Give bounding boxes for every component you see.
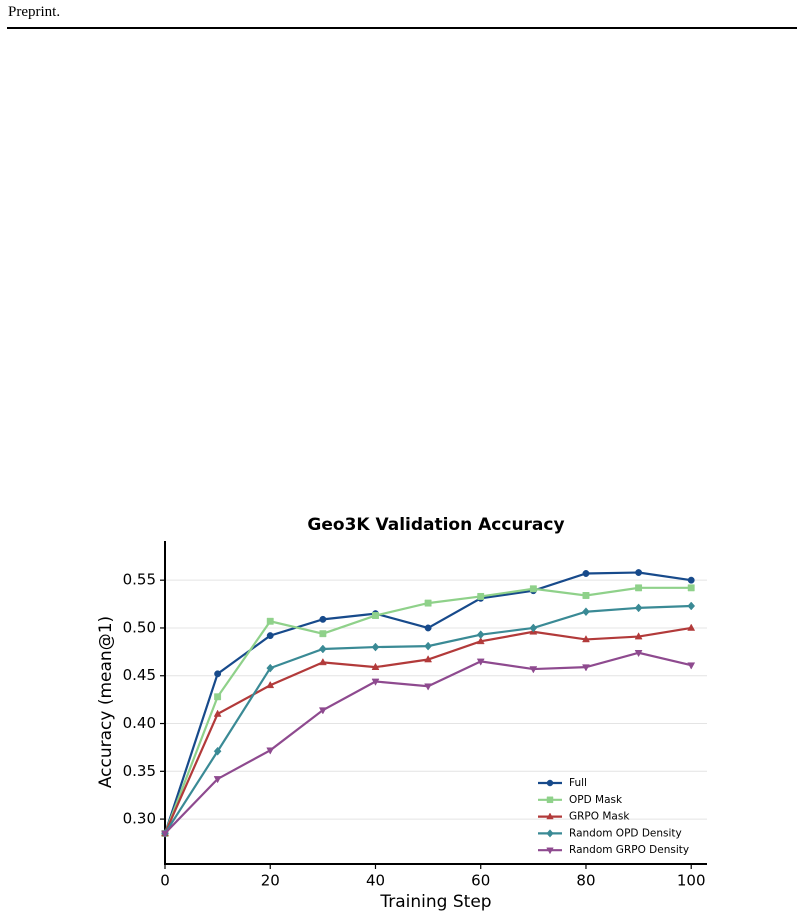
marker xyxy=(529,623,538,633)
marker xyxy=(371,678,380,686)
legend-marker xyxy=(546,847,554,855)
marker xyxy=(213,776,222,784)
marker xyxy=(476,658,485,666)
marker xyxy=(635,584,643,592)
legend-label: GRPO Mask xyxy=(569,811,630,823)
legend-label: Random OPD Density xyxy=(569,827,682,839)
x-tick-label: 0 xyxy=(160,872,170,890)
marker xyxy=(371,642,380,652)
marker xyxy=(266,747,275,755)
y-axis-label: Accuracy (mean@1) xyxy=(96,616,116,788)
marker xyxy=(266,680,275,689)
marker xyxy=(687,662,696,670)
marker xyxy=(582,592,590,599)
marker xyxy=(476,630,485,640)
marker xyxy=(214,693,222,701)
running-header: Preprint. xyxy=(8,4,61,20)
marker xyxy=(687,601,696,611)
marker xyxy=(266,617,274,625)
legend-marker xyxy=(546,829,554,838)
marker xyxy=(424,683,433,691)
legend-marker xyxy=(546,796,554,804)
marker xyxy=(318,658,327,666)
marker xyxy=(424,641,432,651)
legend-label: Random GRPO Density xyxy=(569,844,689,856)
marker xyxy=(424,599,432,607)
marker xyxy=(687,584,695,592)
x-axis-label: Training Step xyxy=(379,892,491,912)
y-tick-label: 0.55 xyxy=(123,571,156,589)
x-tick-label: 20 xyxy=(261,872,280,890)
marker xyxy=(213,746,222,756)
x-tick-label: 60 xyxy=(471,872,490,890)
legend: Full OPD Mask GRPO Mask Random OPD Density R… xyxy=(538,777,689,856)
header-rule xyxy=(7,27,797,29)
marker xyxy=(319,644,327,654)
marker xyxy=(687,576,695,584)
y-tick-label: 0.45 xyxy=(123,666,156,684)
marker xyxy=(214,670,222,678)
marker xyxy=(319,615,327,623)
marker xyxy=(424,624,432,632)
marker xyxy=(266,663,275,673)
marker xyxy=(634,632,643,640)
y-tick-label: 0.40 xyxy=(123,714,156,732)
chart-title: Geo3K Validation Accuracy xyxy=(307,515,564,535)
series-line xyxy=(164,651,692,835)
marker xyxy=(318,707,327,715)
x-tick-label: 80 xyxy=(576,872,595,890)
x-tick-label: 40 xyxy=(366,872,385,890)
marker xyxy=(213,709,222,717)
marker xyxy=(372,612,379,619)
y-tick-label: 0.50 xyxy=(123,618,156,636)
marker xyxy=(371,662,380,670)
marker xyxy=(582,570,590,577)
marker xyxy=(582,664,590,672)
x-tick-label: 100 xyxy=(677,872,706,890)
legend-label: OPD Mask xyxy=(569,794,623,806)
legend-label: Full xyxy=(569,777,587,789)
marker xyxy=(161,830,169,838)
marker xyxy=(319,630,327,638)
marker xyxy=(476,636,485,645)
marker xyxy=(634,603,643,613)
legend-marker xyxy=(546,812,554,820)
marker xyxy=(582,607,590,617)
marker xyxy=(529,666,538,674)
marker xyxy=(582,635,590,643)
y-tick-label: 0.35 xyxy=(123,762,156,780)
marker xyxy=(634,649,643,658)
legend-marker xyxy=(546,779,554,787)
marker xyxy=(635,569,643,576)
y-tick-label: 0.30 xyxy=(123,810,156,828)
marker xyxy=(529,585,537,593)
marker xyxy=(687,623,696,631)
marker xyxy=(477,592,485,600)
marker xyxy=(424,655,433,663)
marker xyxy=(266,632,274,640)
